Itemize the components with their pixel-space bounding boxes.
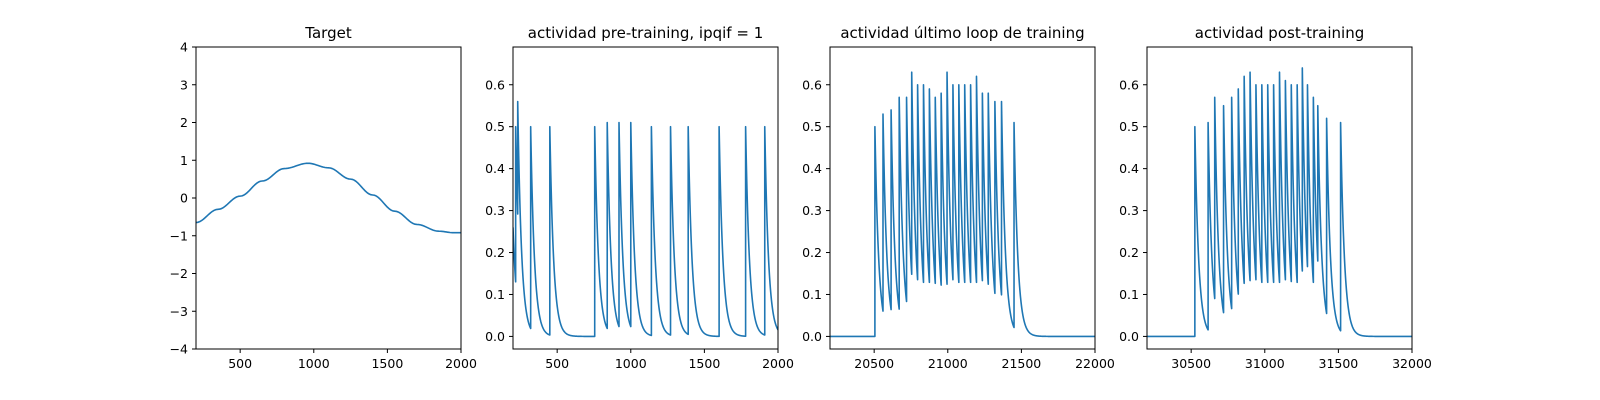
y-tick-label: −4 [170, 342, 188, 357]
y-tick-label: 3 [180, 77, 188, 92]
y-tick-label: 0.4 [1119, 161, 1139, 176]
plot-area [830, 71, 1095, 338]
axes-ticks: 500 1000 1500 2000 0.0 0.1 0.2 0.3 0.4 0.5 0.6 [485, 77, 794, 371]
y-tick-label: 0.4 [802, 161, 822, 176]
x-tick-label: 21500 [1002, 356, 1042, 371]
y-tick-label: 0.1 [802, 287, 822, 302]
y-tick-label: 0.5 [1119, 119, 1139, 134]
plot-area [513, 100, 778, 338]
x-tick-label: 2000 [762, 356, 794, 371]
x-tick-label: 1500 [371, 356, 403, 371]
subplot-title: actividad post-training [1195, 24, 1364, 42]
x-tick-label: 500 [545, 356, 569, 371]
axes-frame [829, 46, 1096, 350]
y-tick-label: −2 [170, 266, 188, 281]
axes-ticks: 20500 21000 21500 22000 0.0 0.1 0.2 0.3 0.4 0.5 0.… [802, 77, 1115, 371]
y-tick-label: 0.2 [1119, 245, 1139, 260]
axes-frame [512, 46, 779, 350]
series-line [196, 162, 461, 234]
y-tick-label: 1 [180, 153, 188, 168]
y-tick-label: 0.0 [802, 329, 822, 344]
y-tick-label: 0.6 [802, 77, 822, 92]
x-tick-label: 21000 [928, 356, 968, 371]
y-tick-label: 0.0 [1119, 329, 1139, 344]
y-tick-label: 0.5 [485, 119, 505, 134]
y-tick-label: 0.4 [485, 161, 505, 176]
plot-area [1147, 67, 1412, 338]
subplot-title: actividad último loop de training [840, 24, 1084, 42]
y-tick-label: 0.2 [485, 245, 505, 260]
y-tick-label: 0.5 [802, 119, 822, 134]
x-tick-label: 22000 [1075, 356, 1115, 371]
axes-frame [195, 46, 462, 350]
axes-frame [1146, 46, 1413, 350]
y-tick-label: −3 [170, 304, 188, 319]
series-line [1147, 67, 1412, 338]
y-tick-label: 0.2 [802, 245, 822, 260]
x-tick-label: 500 [228, 356, 252, 371]
subplot-pre-training: actividad pre-training, ipqif = 1 500 100… [485, 24, 794, 371]
subplot-title: actividad pre-training, ipqif = 1 [528, 24, 764, 42]
subplot-last-training-loop: actividad último loop de training 20500 2… [802, 24, 1115, 371]
x-tick-label: 31500 [1319, 356, 1359, 371]
y-tick-label: 2 [180, 115, 188, 130]
subplot-post-training: actividad post-training 30500 31000 31500 3… [1119, 24, 1432, 371]
plot-area [196, 162, 461, 234]
subplot-target: Target 500 1000 1500 2000 −4 −3 −2 −1 0 1 2 3 4 [170, 24, 477, 371]
axes-ticks: 500 1000 1500 2000 −4 −3 −2 −1 0 1 2 3 4 [170, 40, 477, 372]
y-tick-label: 0.3 [802, 203, 822, 218]
x-tick-label: 32000 [1392, 356, 1432, 371]
x-tick-label: 1000 [298, 356, 330, 371]
x-tick-label: 2000 [445, 356, 477, 371]
x-tick-label: 20500 [854, 356, 894, 371]
series-line [513, 100, 778, 338]
x-tick-label: 1000 [615, 356, 647, 371]
y-tick-label: 4 [180, 40, 188, 55]
y-tick-label: 0.6 [485, 77, 505, 92]
y-tick-label: 0.3 [1119, 203, 1139, 218]
x-tick-label: 30500 [1171, 356, 1211, 371]
axes-ticks: 30500 31000 31500 32000 0.0 0.1 0.2 0.3 0.4 0.5 0.… [1119, 77, 1432, 371]
y-tick-label: 0.3 [485, 203, 505, 218]
y-tick-label: 0.0 [485, 329, 505, 344]
series-line [830, 71, 1095, 338]
y-tick-label: 0.1 [485, 287, 505, 302]
y-tick-label: 0.1 [1119, 287, 1139, 302]
x-tick-label: 1500 [688, 356, 720, 371]
y-tick-label: −1 [170, 228, 188, 243]
subplot-title: Target [304, 24, 352, 42]
y-tick-label: 0.6 [1119, 77, 1139, 92]
x-tick-label: 31000 [1245, 356, 1285, 371]
y-tick-label: 0 [180, 191, 188, 206]
